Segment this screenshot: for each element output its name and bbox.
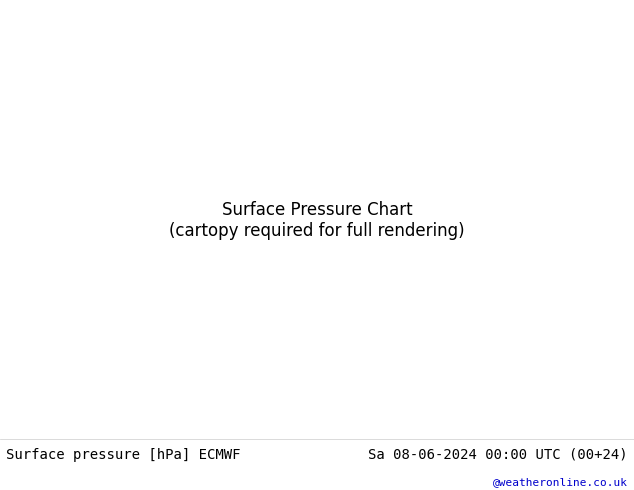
Text: @weatheronline.co.uk: @weatheronline.co.uk <box>493 477 628 487</box>
Text: Surface pressure [hPa] ECMWF: Surface pressure [hPa] ECMWF <box>6 448 241 462</box>
Text: Surface Pressure Chart
(cartopy required for full rendering): Surface Pressure Chart (cartopy required… <box>169 201 465 240</box>
Text: Sa 08-06-2024 00:00 UTC (00+24): Sa 08-06-2024 00:00 UTC (00+24) <box>368 448 628 462</box>
